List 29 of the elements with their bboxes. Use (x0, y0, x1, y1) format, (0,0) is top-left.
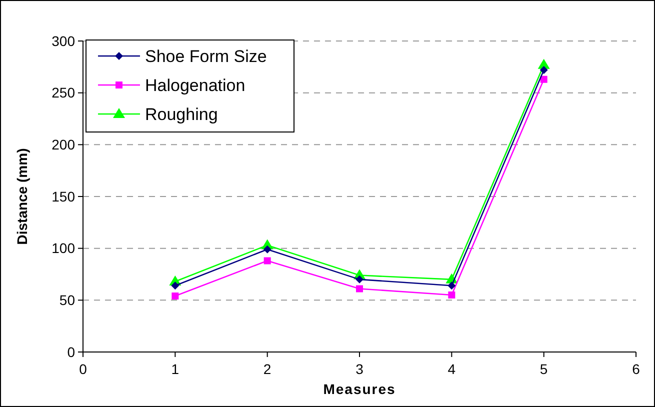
x-tick-label: 6 (632, 361, 640, 377)
x-tick-label: 3 (356, 361, 364, 377)
point (356, 285, 363, 292)
point (264, 257, 271, 264)
y-tick-label: 50 (59, 292, 76, 308)
legend-label: Roughing (145, 104, 218, 124)
point (171, 282, 180, 290)
y-tick-label: 200 (52, 136, 76, 153)
x-tick-label: 5 (540, 361, 548, 377)
legend-label: Shoe Form Size (145, 46, 267, 66)
y-tick-label: 150 (52, 188, 76, 204)
y-axis-title: Distance (mm) (14, 148, 30, 245)
y-tick-label: 0 (67, 344, 76, 360)
legend-label: Halogenation (145, 76, 246, 95)
x-tick-label: 2 (263, 361, 272, 377)
x-tick-label: 4 (448, 361, 456, 377)
y-tick-label: 100 (52, 240, 76, 256)
point (263, 245, 272, 254)
x-tick-label: 0 (79, 361, 88, 377)
point (540, 76, 548, 83)
x-axis-title: Measures (323, 381, 396, 397)
x-tick-label: 1 (171, 361, 180, 377)
y-tick-label: 300 (52, 32, 76, 49)
point (540, 66, 548, 74)
point (448, 282, 456, 290)
y-tick-label: 250 (52, 84, 76, 101)
point (172, 292, 179, 300)
point (448, 291, 456, 298)
point (356, 275, 364, 284)
